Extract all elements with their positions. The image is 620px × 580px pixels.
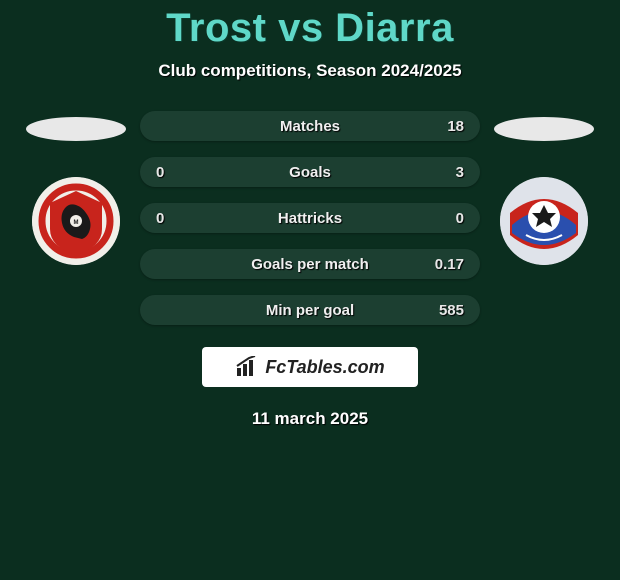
stat-label: Min per goal — [140, 302, 480, 319]
stat-row: Goals per match 0.17 — [140, 249, 480, 279]
stat-label: Matches — [140, 118, 480, 135]
stat-label: Goals — [140, 164, 480, 181]
stat-row: Min per goal 585 — [140, 295, 480, 325]
main-content: M Matches 18 0 Goals 3 0 Hattricks 0 Goa… — [0, 111, 620, 325]
brand-logo: FcTables.com — [202, 347, 418, 387]
stat-right-value: 18 — [447, 118, 464, 135]
stat-row: 0 Hattricks 0 — [140, 203, 480, 233]
left-player-silhouette — [26, 117, 126, 141]
lion-crest-icon: M — [32, 177, 120, 265]
right-side — [494, 111, 594, 265]
svg-text:M: M — [74, 220, 79, 226]
stat-left-value: 0 — [156, 164, 164, 181]
date-label: 11 march 2025 — [0, 409, 620, 429]
brand-text: FcTables.com — [265, 357, 384, 378]
right-player-silhouette — [494, 117, 594, 141]
right-club-badge — [500, 177, 588, 265]
stat-row: Matches 18 — [140, 111, 480, 141]
stat-label: Goals per match — [140, 256, 480, 273]
subtitle: Club competitions, Season 2024/2025 — [0, 61, 620, 81]
page-title: Trost vs Diarra — [0, 0, 620, 51]
stat-left-value: 0 — [156, 210, 164, 227]
stat-right-value: 585 — [439, 302, 464, 319]
left-side: M — [26, 111, 126, 265]
football-crest-icon — [500, 177, 588, 265]
stat-right-value: 0.17 — [435, 256, 464, 273]
left-club-badge: M — [32, 177, 120, 265]
stat-row: 0 Goals 3 — [140, 157, 480, 187]
stats-table: Matches 18 0 Goals 3 0 Hattricks 0 Goals… — [140, 111, 480, 325]
stat-right-value: 0 — [456, 210, 464, 227]
stat-label: Hattricks — [140, 210, 480, 227]
bar-chart-icon — [235, 356, 259, 378]
stat-right-value: 3 — [456, 164, 464, 181]
